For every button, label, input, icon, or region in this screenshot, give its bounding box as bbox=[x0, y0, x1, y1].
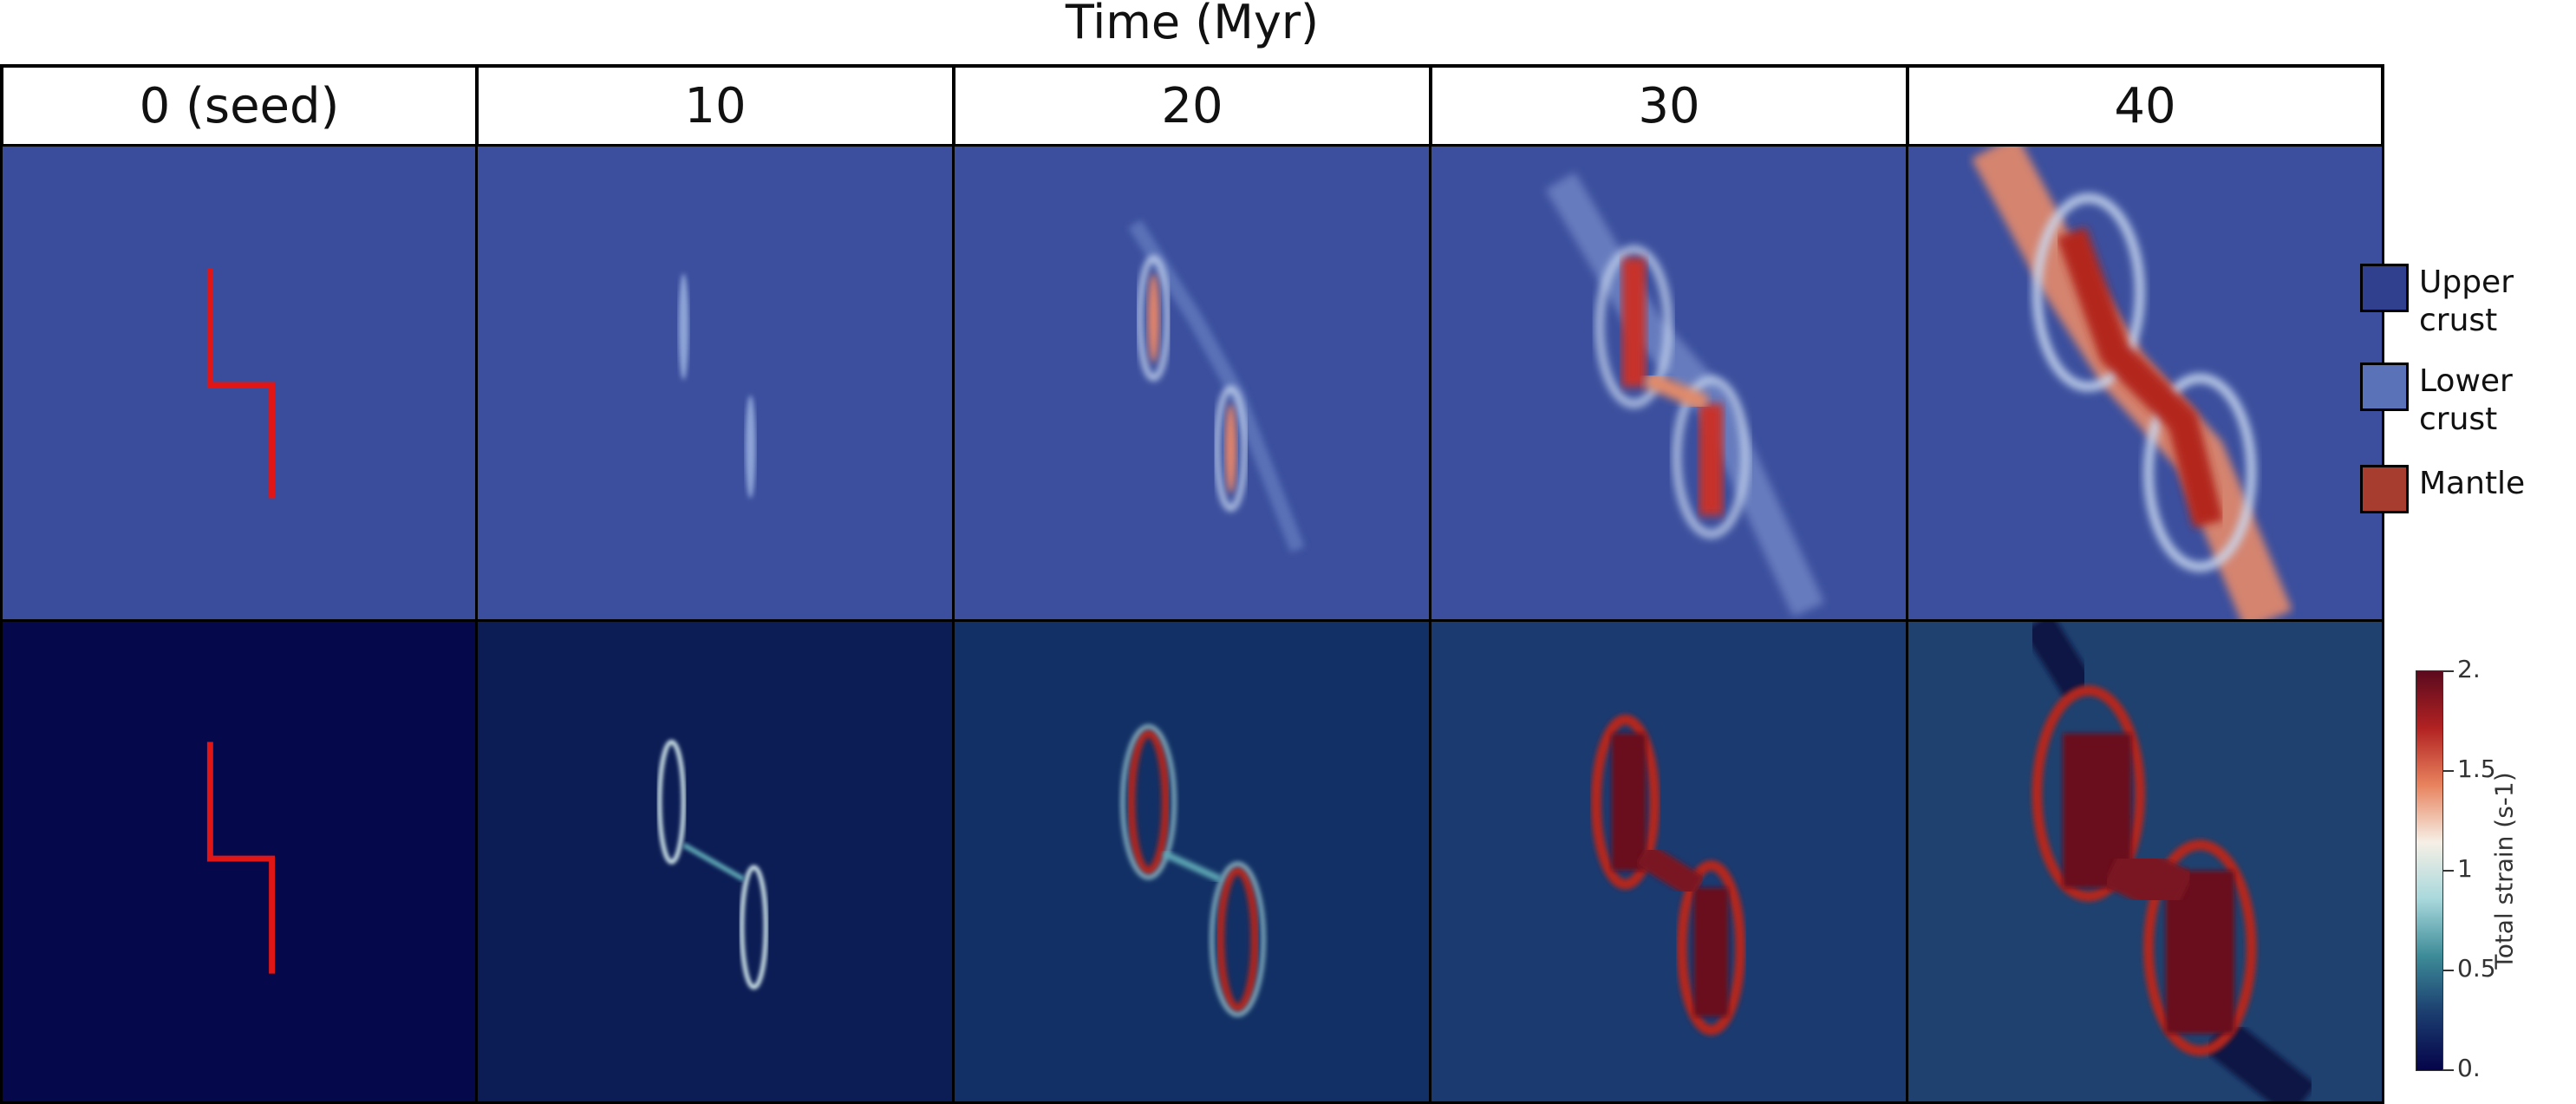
composition-panel-10 bbox=[475, 144, 955, 623]
column-header-40: 40 bbox=[1906, 64, 2384, 147]
column-header-30: 30 bbox=[1429, 64, 1909, 147]
lower-crust-swatch bbox=[2360, 363, 2409, 411]
colorbar-tick-0-5: 0.5 bbox=[2457, 954, 2496, 983]
lower-crust-label: Lower crust bbox=[2419, 363, 2513, 437]
column-header-20: 20 bbox=[952, 64, 1432, 147]
legend-upper-crust: Upper crust bbox=[2360, 264, 2514, 340]
colorbar-tick-0: 0. bbox=[2457, 1054, 2481, 1082]
mantle-swatch bbox=[2360, 465, 2409, 513]
strain-panel-40 bbox=[1906, 619, 2384, 1104]
colorbar-tick-2: 2. bbox=[2457, 655, 2481, 683]
strain-panel-20 bbox=[952, 619, 1432, 1104]
strain-colorbar bbox=[2416, 670, 2443, 1071]
strain-panel-0 bbox=[0, 619, 479, 1104]
composition-panel-0 bbox=[0, 144, 479, 623]
seed-fault-line-strain bbox=[206, 741, 276, 974]
composition-panel-20 bbox=[952, 144, 1432, 623]
composition-panel-30 bbox=[1429, 144, 1909, 623]
legend-lower-crust: Lower crust bbox=[2360, 363, 2513, 439]
composition-panel-40 bbox=[1906, 144, 2384, 623]
panel-grid: 0 (seed) 10 20 30 40 bbox=[0, 64, 2384, 1104]
colorbar-tick-1-5: 1.5 bbox=[2457, 755, 2496, 783]
legend-mantle: Mantle bbox=[2360, 465, 2525, 513]
column-header-10: 10 bbox=[475, 64, 955, 147]
strain-panel-10 bbox=[475, 619, 955, 1104]
column-header-0: 0 (seed) bbox=[0, 64, 479, 147]
colorbar-title: Total strain (s-1) bbox=[2489, 772, 2519, 970]
seed-fault-line bbox=[206, 268, 276, 499]
colorbar-tick-1: 1 bbox=[2457, 854, 2473, 883]
upper-crust-label: Upper crust bbox=[2419, 265, 2514, 338]
figure-title: Time (Myr) bbox=[1065, 0, 1320, 49]
upper-crust-swatch bbox=[2360, 264, 2409, 312]
mantle-label: Mantle bbox=[2419, 466, 2526, 501]
strain-panel-30 bbox=[1429, 619, 1909, 1104]
